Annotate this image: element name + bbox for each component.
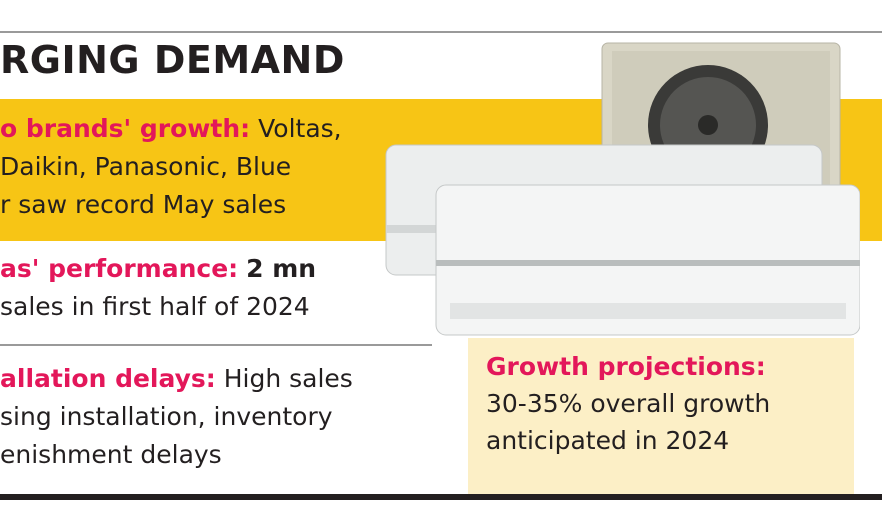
ac-image: [385, 42, 860, 336]
item-line: r saw record May sales: [0, 190, 287, 219]
item-line: enishment delays: [0, 440, 222, 469]
projection-line: anticipated in 2024: [486, 426, 730, 455]
projection-box: [468, 338, 854, 498]
item-line: Daikin, Panasonic, Blue: [0, 152, 292, 181]
item-label: allation delays:: [0, 364, 216, 393]
item-line: sing installation, inventory: [0, 402, 333, 431]
top-rule: [0, 31, 882, 33]
bottom-rule: [0, 494, 882, 500]
divider: [0, 344, 432, 346]
item-line: as' performance: 2 mn: [0, 250, 316, 288]
item: allation delays: High sales sing installa…: [0, 360, 353, 474]
projection: Growth projections: 30-35% overall growt…: [486, 348, 770, 459]
projection-label: Growth projections:: [486, 352, 766, 381]
item-text: Voltas,: [258, 114, 342, 143]
item-highlight: 2 mn: [246, 254, 317, 283]
item-line: allation delays: High sales: [0, 360, 353, 398]
item-line: sales in first half of 2024: [0, 292, 310, 321]
item-text: High sales: [223, 364, 353, 393]
item: o brands' growth: Voltas, Daikin, Panason…: [0, 110, 342, 224]
item-label: as' performance:: [0, 254, 239, 283]
item: as' performance: 2 mn sales in first half…: [0, 250, 316, 326]
projection-line: 30-35% overall growth: [486, 389, 771, 418]
item-line: o brands' growth: Voltas,: [0, 110, 342, 148]
title: RGING DEMAND: [0, 38, 345, 82]
item-label: o brands' growth:: [0, 114, 251, 143]
